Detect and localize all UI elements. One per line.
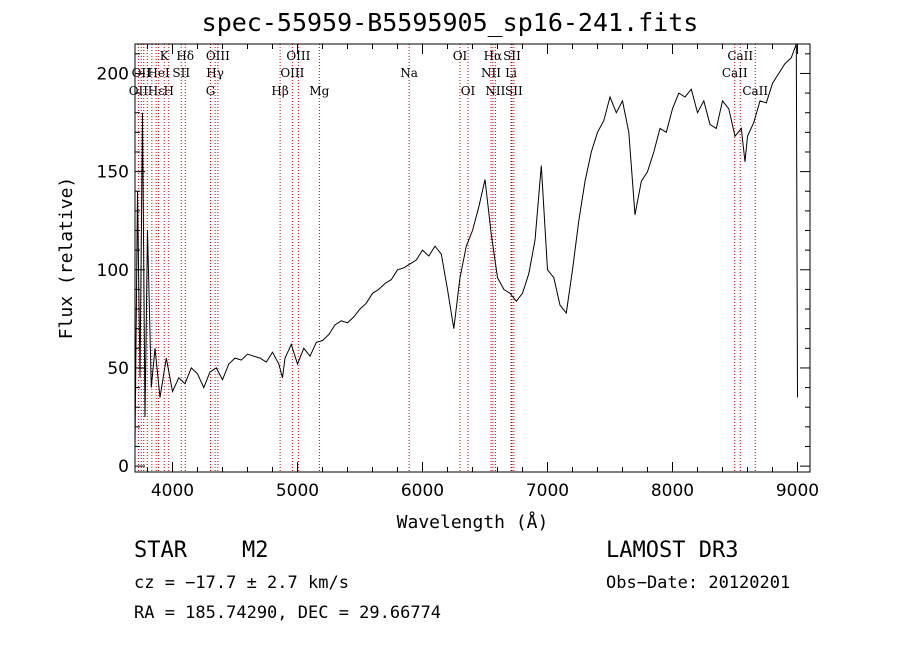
x-tick-label: 5000 [276, 481, 319, 501]
y-tick-labels: 0 50 100 150 200 [97, 64, 129, 477]
survey-name: LAMOST DR3 [606, 538, 739, 563]
spectral-line-label: CaII [727, 49, 753, 63]
spectral-line-markers [137, 44, 756, 472]
spectral-line-label: H [164, 84, 174, 98]
spectral-line-label: Na [400, 66, 418, 80]
spectral-line-label: HeI [147, 66, 170, 80]
spectral-line-label: CaII [742, 84, 768, 98]
spectral-line-label: SII [503, 49, 521, 63]
spectral-line-label: NII [485, 84, 505, 98]
spectral-line-label: SII [172, 66, 190, 80]
spectral-line-label: Hα [484, 49, 503, 63]
spectral-line-label: OII [129, 84, 149, 98]
spectral-line-label: OIII [280, 66, 304, 80]
spectral-line-labels: OIIOIIHεHeIKHSIIHδGHγOIIIHβOIIIOIIIMgNaO… [129, 49, 769, 98]
spectral-line-label: Hγ [206, 66, 224, 80]
spectral-line-label: G [206, 84, 216, 98]
y-tick-label: 150 [97, 163, 129, 183]
x-tick-label: 8000 [651, 481, 694, 501]
spectral-line-label: OI [453, 49, 468, 63]
redshift-velocity: cz = −17.7 ± 2.7 km/s [134, 573, 349, 593]
y-tick-label: 0 [118, 457, 129, 477]
x-tick-label: 9000 [776, 481, 819, 501]
axis-ticks [135, 44, 810, 472]
spectral-line-label: CaII [722, 66, 748, 80]
y-axis-label: Flux (relative) [56, 177, 77, 340]
plot-frame [134, 43, 811, 473]
coordinates: RA = 185.74290, DEC = 29.66774 [134, 603, 442, 623]
object-subclass: M2 [242, 538, 269, 563]
spectrum-line [134, 43, 798, 447]
spectral-line-label: Hδ [176, 49, 194, 63]
spectral-line-label: OIII [286, 49, 310, 63]
y-tick-label: 100 [97, 261, 129, 281]
observation-date: Obs−Date: 20120201 [606, 573, 791, 593]
x-tick-labels: 4000 5000 6000 7000 8000 9000 [151, 481, 819, 501]
y-tick-label: 50 [107, 359, 129, 379]
x-axis-label: Wavelength (Å) [397, 511, 549, 533]
x-tick-label: 7000 [526, 481, 569, 501]
spectral-line-label: OI [461, 84, 476, 98]
x-tick-label: 4000 [151, 481, 194, 501]
spectral-line-label: Hβ [271, 84, 288, 98]
y-tick-label: 200 [97, 64, 129, 84]
spectral-line-label: SII [505, 84, 523, 98]
object-class: STAR [134, 538, 187, 563]
spectral-line-label: OIII [206, 49, 230, 63]
spectral-line-label: Li [505, 66, 517, 80]
spectral-line-label: Mg [309, 84, 329, 98]
spectral-line-label: Hε [148, 84, 165, 98]
spectral-line-label: NII [481, 66, 501, 80]
spectral-line-label: K [160, 49, 170, 63]
x-tick-label: 6000 [401, 481, 444, 501]
chart-title: spec-55959-B5595905_sp16-241.fits [201, 8, 699, 37]
